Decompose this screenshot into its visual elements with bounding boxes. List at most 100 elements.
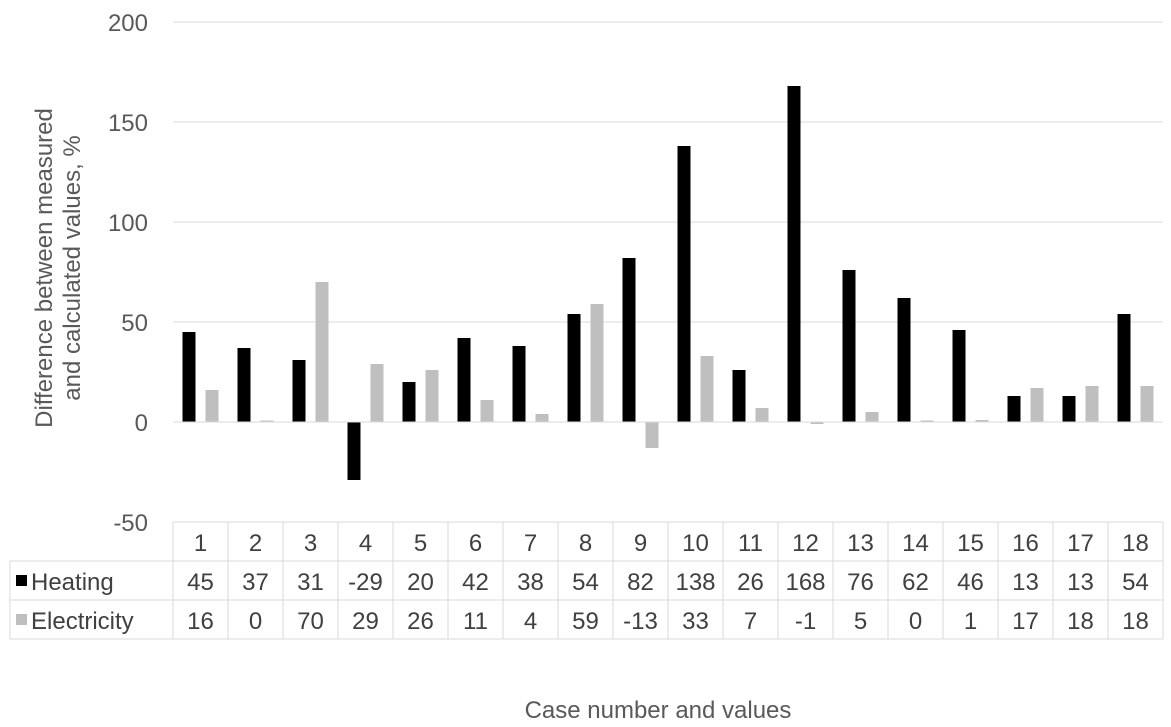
data-label-electricity: 18: [1122, 608, 1149, 635]
bar-heating-9: [622, 258, 636, 422]
bar-heating-10: [677, 146, 691, 422]
x-category-label: 17: [1067, 530, 1094, 557]
bar-heating-14: [897, 298, 911, 422]
bar-heating-6: [457, 338, 471, 422]
data-label-heating: 20: [407, 569, 434, 596]
bar-heating-5: [402, 382, 416, 422]
data-label-electricity: 7: [744, 608, 757, 635]
bar-electricity-11: [755, 408, 769, 422]
data-label-heating: 38: [517, 569, 544, 596]
legend-key-heating: [16, 575, 27, 586]
bar-heating-1: [182, 332, 196, 422]
x-category-label: 13: [847, 530, 874, 557]
bar-electricity-9: [645, 422, 659, 448]
x-axis-title: Case number and values: [525, 697, 792, 724]
y-tick-label: 50: [121, 310, 148, 337]
y-tick-label: -50: [113, 510, 148, 537]
bars: [173, 86, 1163, 480]
bar-electricity-10: [700, 356, 714, 422]
bar-electricity-2: [260, 420, 274, 422]
bar-electricity-3: [315, 282, 329, 422]
bar-electricity-17: [1085, 386, 1099, 422]
x-category-label: 6: [469, 530, 482, 557]
x-category-label: 18: [1122, 530, 1149, 557]
data-label-heating: 54: [572, 569, 599, 596]
data-label-heating: 82: [627, 569, 654, 596]
data-label-heating: 13: [1012, 569, 1039, 596]
y-tick-label: 200: [108, 10, 148, 37]
data-label-electricity: -13: [623, 608, 658, 635]
bar-electricity-4: [370, 364, 384, 422]
x-category-label: 16: [1012, 530, 1039, 557]
bar-heating-2: [237, 348, 251, 422]
data-label-heating: 138: [675, 569, 715, 596]
x-category-label: 15: [957, 530, 984, 557]
x-category-label: 7: [524, 530, 537, 557]
data-label-electricity: 33: [682, 608, 709, 635]
data-label-electricity: -1: [795, 608, 816, 635]
data-label-electricity: 29: [352, 608, 379, 635]
bar-electricity-15: [975, 420, 989, 422]
x-category-label: 9: [634, 530, 647, 557]
legend-key-electricity: [16, 614, 27, 625]
x-category-label: 4: [359, 530, 372, 557]
data-label-heating: 26: [737, 569, 764, 596]
x-category-label: 10: [682, 530, 709, 557]
bar-heating-3: [292, 360, 306, 422]
bar-electricity-7: [535, 414, 549, 422]
bar-electricity-16: [1030, 388, 1044, 422]
data-label-heating: 54: [1122, 569, 1149, 596]
data-label-heating: 42: [462, 569, 489, 596]
x-category-label: 5: [414, 530, 427, 557]
data-label-electricity: 5: [854, 608, 867, 635]
data-label-heating: 37: [242, 569, 269, 596]
data-label-heating: -29: [348, 569, 383, 596]
bar-electricity-1: [205, 390, 219, 422]
data-label-heating: 168: [785, 569, 825, 596]
x-category-label: 8: [579, 530, 592, 557]
data-label-electricity: 59: [572, 608, 599, 635]
bar-heating-12: [787, 86, 801, 422]
data-label-heating: 45: [187, 569, 214, 596]
data-label-electricity: 11: [463, 608, 488, 635]
y-tick-label: 150: [108, 110, 148, 137]
bar-electricity-12: [810, 422, 824, 424]
y-axis-title-line-1: Difference between measured: [31, 108, 58, 428]
data-label-heating: 62: [902, 569, 929, 596]
bar-electricity-18: [1140, 386, 1154, 422]
x-category-label: 1: [194, 530, 207, 557]
bar-heating-4: [347, 422, 361, 480]
data-label-heating: 13: [1067, 569, 1094, 596]
data-label-heating: 46: [957, 569, 984, 596]
data-label-heating: 31: [297, 569, 324, 596]
bar-heating-15: [952, 330, 966, 422]
bar-heating-11: [732, 370, 746, 422]
bar-electricity-14: [920, 420, 934, 422]
data-label-electricity: 26: [407, 608, 434, 635]
bar-heating-7: [512, 346, 526, 422]
bar-heating-8: [567, 314, 581, 422]
bar-electricity-8: [590, 304, 604, 422]
legend-label-electricity: Electricity: [31, 608, 134, 635]
x-category-label: 3: [304, 530, 317, 557]
data-label-heating: 76: [847, 569, 874, 596]
bar-heating-13: [842, 270, 856, 422]
bar-electricity-6: [480, 400, 494, 422]
y-axis-title-line-2: and calculated values, %: [59, 135, 86, 401]
data-label-electricity: 16: [187, 608, 214, 635]
y-tick-label: 100: [108, 210, 148, 237]
bar-heating-18: [1117, 314, 1131, 422]
data-label-electricity: 0: [909, 608, 922, 635]
bar-electricity-5: [425, 370, 439, 422]
y-tick-labels: -50 0 50 100 150 200: [108, 10, 148, 537]
bar-heating-17: [1062, 396, 1076, 422]
data-label-electricity: 70: [297, 608, 324, 635]
y-tick-label: 0: [135, 410, 148, 437]
x-category-label: 11: [738, 530, 763, 557]
data-label-electricity: 18: [1067, 608, 1094, 635]
x-category-label: 14: [902, 530, 929, 557]
data-label-electricity: 0: [249, 608, 262, 635]
data-label-electricity: 4: [524, 608, 537, 635]
x-category-label: 12: [792, 530, 819, 557]
